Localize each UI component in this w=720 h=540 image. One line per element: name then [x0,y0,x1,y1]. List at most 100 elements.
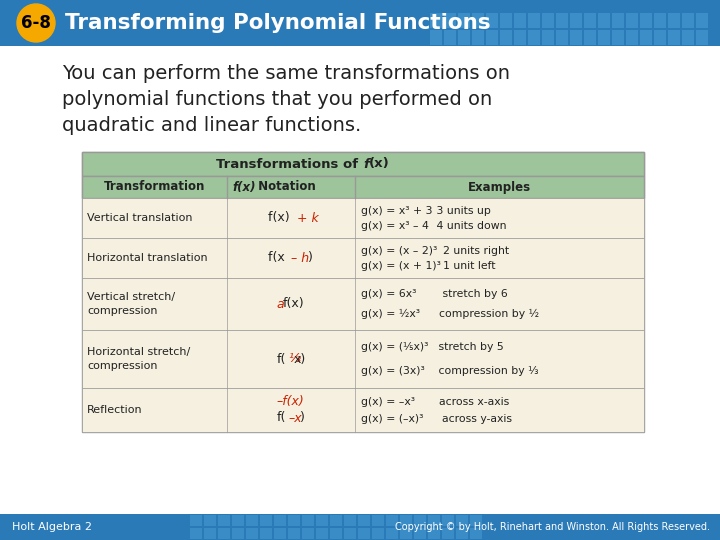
Bar [414,528,426,539]
Bar [232,515,244,526]
Text: g(x) = (3x)³: g(x) = (3x)³ [361,366,425,376]
Bar [486,30,498,45]
Text: across y-axis: across y-axis [421,414,512,424]
Text: f: f [363,158,369,171]
Bar [598,30,610,45]
Bar [500,13,512,28]
Text: Horizontal stretch/: Horizontal stretch/ [87,347,190,357]
Bar [542,13,554,28]
Text: f(: f( [276,353,286,366]
Text: + k: + k [297,212,318,225]
Text: Transformation: Transformation [104,180,205,193]
Bar [430,13,442,28]
Bar [302,515,314,526]
Bar [654,13,666,28]
Text: compression: compression [87,306,158,316]
Bar [82,176,644,198]
Bar [696,30,708,45]
Text: Holt Algebra 2: Holt Algebra 2 [12,522,92,532]
Text: –x: –x [288,411,302,424]
Circle shape [17,4,55,42]
Bar [190,515,202,526]
Bar [584,13,596,28]
Bar [442,515,454,526]
Text: g(x) = (x – 2)³: g(x) = (x – 2)³ [361,246,437,256]
Text: a: a [276,298,284,310]
Bar [472,13,484,28]
Bar [682,30,694,45]
Text: compression by ⅓: compression by ⅓ [421,366,539,376]
Text: ): ) [300,411,305,424]
Bar [528,30,540,45]
Bar [556,30,568,45]
Text: 6-8: 6-8 [21,14,51,32]
Bar [204,515,216,526]
Text: ⅓: ⅓ [288,353,300,366]
Bar [204,528,216,539]
Bar [330,515,342,526]
Text: x): x) [294,353,306,366]
Bar [0,0,720,46]
Bar [598,13,610,28]
Bar [386,515,398,526]
Bar [472,30,484,45]
Bar [400,528,412,539]
Text: stretch by 6: stretch by 6 [411,288,508,299]
Bar [640,30,652,45]
Bar [344,528,356,539]
Text: Horizontal translation: Horizontal translation [87,253,207,263]
Text: – h: – h [291,252,309,265]
Bar [456,528,468,539]
Bar [626,30,638,45]
Text: compression: compression [87,361,158,371]
Bar [372,515,384,526]
Text: 2 units right: 2 units right [436,246,509,256]
Text: f(x): f(x) [268,212,294,225]
Text: Vertical translation: Vertical translation [87,213,192,223]
Bar [288,515,300,526]
Text: 1 unit left: 1 unit left [436,261,495,271]
Bar [302,528,314,539]
Bar [584,30,596,45]
Bar [288,528,300,539]
Text: Reflection: Reflection [87,405,143,415]
Bar [260,528,272,539]
Bar [682,13,694,28]
Bar [668,30,680,45]
Text: Transformations of: Transformations of [216,158,363,171]
Bar [246,515,258,526]
Bar [486,13,498,28]
Bar [82,152,644,432]
Bar [442,528,454,539]
Bar [556,13,568,28]
Bar [232,528,244,539]
Text: compression by ½: compression by ½ [411,309,539,320]
Bar [344,515,356,526]
Text: quadratic and linear functions.: quadratic and linear functions. [62,116,361,135]
Bar [456,515,468,526]
Text: –f(x): –f(x) [276,395,305,408]
Bar [246,528,258,539]
Bar [274,528,286,539]
Text: ): ) [308,252,313,265]
Bar [428,528,440,539]
Bar [358,528,370,539]
Bar [570,13,582,28]
Text: f(: f( [276,411,286,424]
Bar [82,152,644,176]
Bar [82,278,644,330]
Bar [82,330,644,388]
Bar [668,13,680,28]
Text: g(x) = (⅕x)³: g(x) = (⅕x)³ [361,342,428,353]
Text: You can perform the same transformations on: You can perform the same transformations… [62,64,510,83]
Text: g(x) = 6x³: g(x) = 6x³ [361,288,416,299]
Bar [218,528,230,539]
Text: across x-axis: across x-axis [411,397,509,407]
Text: g(x) = x³ – 4: g(x) = x³ – 4 [361,221,429,231]
Bar [372,528,384,539]
Text: 4 units down: 4 units down [426,221,506,231]
Bar [626,13,638,28]
Bar [514,30,526,45]
Bar [470,528,482,539]
Text: f(x): f(x) [282,298,304,310]
